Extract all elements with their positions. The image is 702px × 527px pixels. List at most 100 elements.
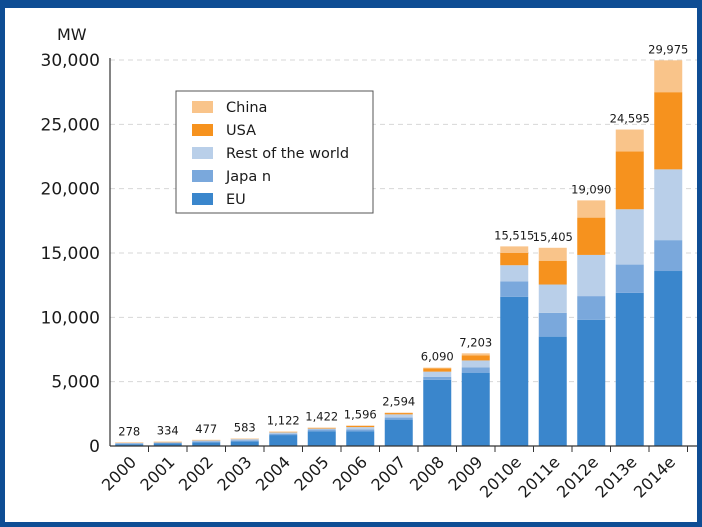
bar-eu-2000: [115, 444, 144, 446]
bar-eu-2008: [423, 379, 452, 446]
bar-china-2010e: [500, 246, 529, 253]
total-label: 7,203: [459, 335, 492, 349]
bar-usa-2011e: [538, 260, 567, 285]
total-label: 6,090: [421, 350, 454, 364]
total-label: 29,975: [648, 42, 688, 56]
bar-china-2013e: [615, 129, 644, 152]
bar-eu-2003: [230, 441, 259, 446]
bar-china-2001: [153, 441, 182, 443]
total-label: 1,422: [305, 410, 338, 424]
bar-china-2002: [192, 439, 221, 441]
bar-japa-n-2014e: [654, 240, 683, 272]
total-label: 2,594: [382, 395, 415, 409]
total-data-labels: 278 334 477 583 1,122 1,422 1,596 2,594 6,090 7,2…: [118, 42, 688, 438]
bar-eu-2014e: [654, 271, 683, 446]
bar-rest-of-the-world-2010e: [500, 265, 529, 282]
total-label: 1,122: [267, 414, 300, 428]
x-tick-label: 2011e: [514, 452, 563, 501]
bar-japa-n-2003: [230, 440, 259, 442]
y-tick-label: 30,000: [41, 51, 100, 71]
total-label: 477: [195, 422, 217, 436]
bar-eu-2011e: [538, 336, 567, 446]
bar-china-2009: [461, 353, 490, 356]
x-tick-label: 2007: [367, 452, 409, 494]
legend-label: USA: [226, 123, 256, 139]
x-tick-label: 2001: [136, 452, 178, 494]
bar-china-2012e: [577, 200, 606, 218]
bar-rest-of-the-world-2014e: [654, 169, 683, 241]
total-label: 19,090: [571, 182, 611, 196]
total-label: 24,595: [610, 112, 650, 126]
bars: [115, 60, 683, 446]
bar-china-2003: [230, 438, 259, 439]
y-tick-label: 10,000: [41, 308, 100, 328]
bar-china-2008: [423, 367, 452, 369]
legend-swatch-rest-of-the-world: [192, 147, 213, 159]
bar-rest-of-the-world-2006: [346, 427, 375, 430]
bar-japa-n-2004: [269, 433, 298, 436]
legend-label: Rest of the world: [226, 146, 349, 162]
bar-china-2006: [346, 425, 375, 426]
bar-usa-2008: [423, 368, 452, 372]
bar-usa-2005: [307, 427, 336, 429]
bar-japa-n-2008: [423, 376, 452, 380]
y-tick-label: 25,000: [41, 115, 100, 135]
x-tick-label: 2012e: [553, 452, 602, 501]
bar-china-2004: [269, 431, 298, 433]
bar-japa-n-2009: [461, 367, 490, 373]
total-label: 278: [118, 424, 140, 438]
bar-eu-2012e: [577, 319, 606, 446]
x-tick-label: 2014e: [630, 452, 679, 501]
bar-rest-of-the-world-2005: [307, 428, 336, 430]
bar-japa-n-2001: [153, 442, 182, 444]
bar-china-2014e: [654, 60, 683, 93]
y-tick-labels: 0 5,000 10,000 15,000 20,000 25,000 30,000: [41, 51, 100, 457]
bar-rest-of-the-world-2008: [423, 371, 452, 377]
y-tick-label: 20,000: [41, 180, 100, 200]
legend-label: Japa n: [225, 169, 271, 185]
bar-usa-2014e: [654, 92, 683, 170]
bar-usa-2009: [461, 355, 490, 361]
bar-japa-n-2002: [192, 441, 221, 443]
bar-rest-of-the-world-2004: [269, 432, 298, 434]
bar-japa-n-2000: [115, 443, 144, 445]
y-tick-label: 5,000: [51, 373, 100, 393]
legend-swatch-eu: [192, 193, 213, 205]
total-label: 15,405: [533, 230, 573, 244]
bar-japa-n-2007: [384, 417, 413, 420]
total-label: 15,515: [494, 228, 534, 242]
bar-japa-n-2005: [307, 429, 336, 432]
bar-usa-2007: [384, 413, 413, 415]
bar-usa-2006: [346, 425, 375, 428]
total-label: 334: [157, 424, 179, 438]
x-tick-label: 2004: [252, 452, 294, 494]
bar-eu-2007: [384, 419, 413, 446]
bar-rest-of-the-world-2001: [153, 442, 182, 443]
bar-eu-2009: [461, 372, 490, 446]
legend-label: EU: [226, 192, 246, 208]
bar-usa-2013e: [615, 151, 644, 210]
bar-eu-2004: [269, 435, 298, 446]
legend-swatch-china: [192, 101, 213, 113]
bar-rest-of-the-world-2002: [192, 440, 221, 442]
x-tick-label: 2005: [290, 452, 332, 494]
bar-eu-2005: [307, 431, 336, 446]
bar-china-2000: [115, 442, 144, 443]
y-tick-label: 0: [89, 437, 100, 457]
bar-china-2011e: [538, 247, 567, 261]
bar-rest-of-the-world-2009: [461, 360, 490, 368]
bar-eu-2010e: [500, 296, 529, 446]
x-tick-label: 2013e: [591, 452, 640, 501]
bar-rest-of-the-world-2013e: [615, 209, 644, 265]
y-tick-label: 15,000: [41, 244, 100, 264]
total-label: 583: [234, 420, 256, 434]
total-label: 1,596: [344, 407, 377, 421]
bar-usa-2010e: [500, 253, 529, 266]
y-axis-label: MW: [57, 25, 87, 44]
bar-japa-n-2011e: [538, 312, 567, 337]
bar-china-2007: [384, 412, 413, 414]
legend-label: China: [226, 100, 267, 116]
bar-japa-n-2006: [346, 429, 375, 432]
bar-japa-n-2013e: [615, 264, 644, 293]
